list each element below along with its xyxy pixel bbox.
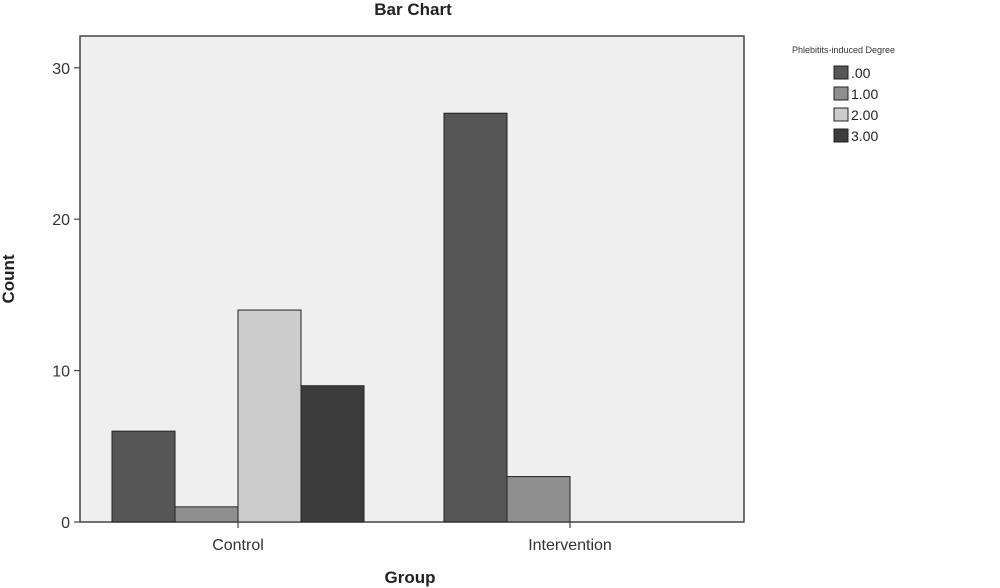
legend-swatch xyxy=(833,65,849,80)
legend-label: .00 xyxy=(851,65,871,81)
bar-control-1p00 xyxy=(174,506,239,523)
legend-label: 1.00 xyxy=(851,86,878,102)
y-axis: 0 10 20 30 xyxy=(52,61,80,532)
y-axis-title: Count xyxy=(0,254,18,303)
plot-area xyxy=(79,35,745,523)
x-tick-label-control: Control xyxy=(212,537,264,554)
bar-control-p00 xyxy=(111,430,176,523)
legend-swatch xyxy=(833,128,849,143)
bar-control-2p00 xyxy=(237,309,302,523)
bar-intervention-1p00 xyxy=(506,476,571,523)
bars-group xyxy=(111,112,571,523)
x-axis-title: Group xyxy=(385,568,436,587)
legend-swatch xyxy=(833,107,849,122)
legend-label: 3.00 xyxy=(851,128,878,144)
legend-label: 2.00 xyxy=(851,107,878,123)
y-tick-label: 10 xyxy=(52,364,70,381)
y-tick-label: 0 xyxy=(61,515,70,532)
legend: Phlebitits-induced Degree .00 1.00 2.00 3.0… xyxy=(792,45,895,144)
legend-items: .00 1.00 2.00 3.00 xyxy=(833,65,878,144)
chart-title: Bar Chart xyxy=(374,0,452,19)
x-axis: Control Intervention xyxy=(212,522,612,554)
bar-intervention-p00 xyxy=(443,112,508,523)
x-tick-label-intervention: Intervention xyxy=(528,537,612,554)
legend-swatch xyxy=(833,86,849,101)
y-tick-label: 30 xyxy=(52,61,70,78)
y-tick-label: 20 xyxy=(52,212,70,229)
bar-control-3p00 xyxy=(300,385,365,523)
legend-title: Phlebitits-induced Degree xyxy=(792,45,895,55)
